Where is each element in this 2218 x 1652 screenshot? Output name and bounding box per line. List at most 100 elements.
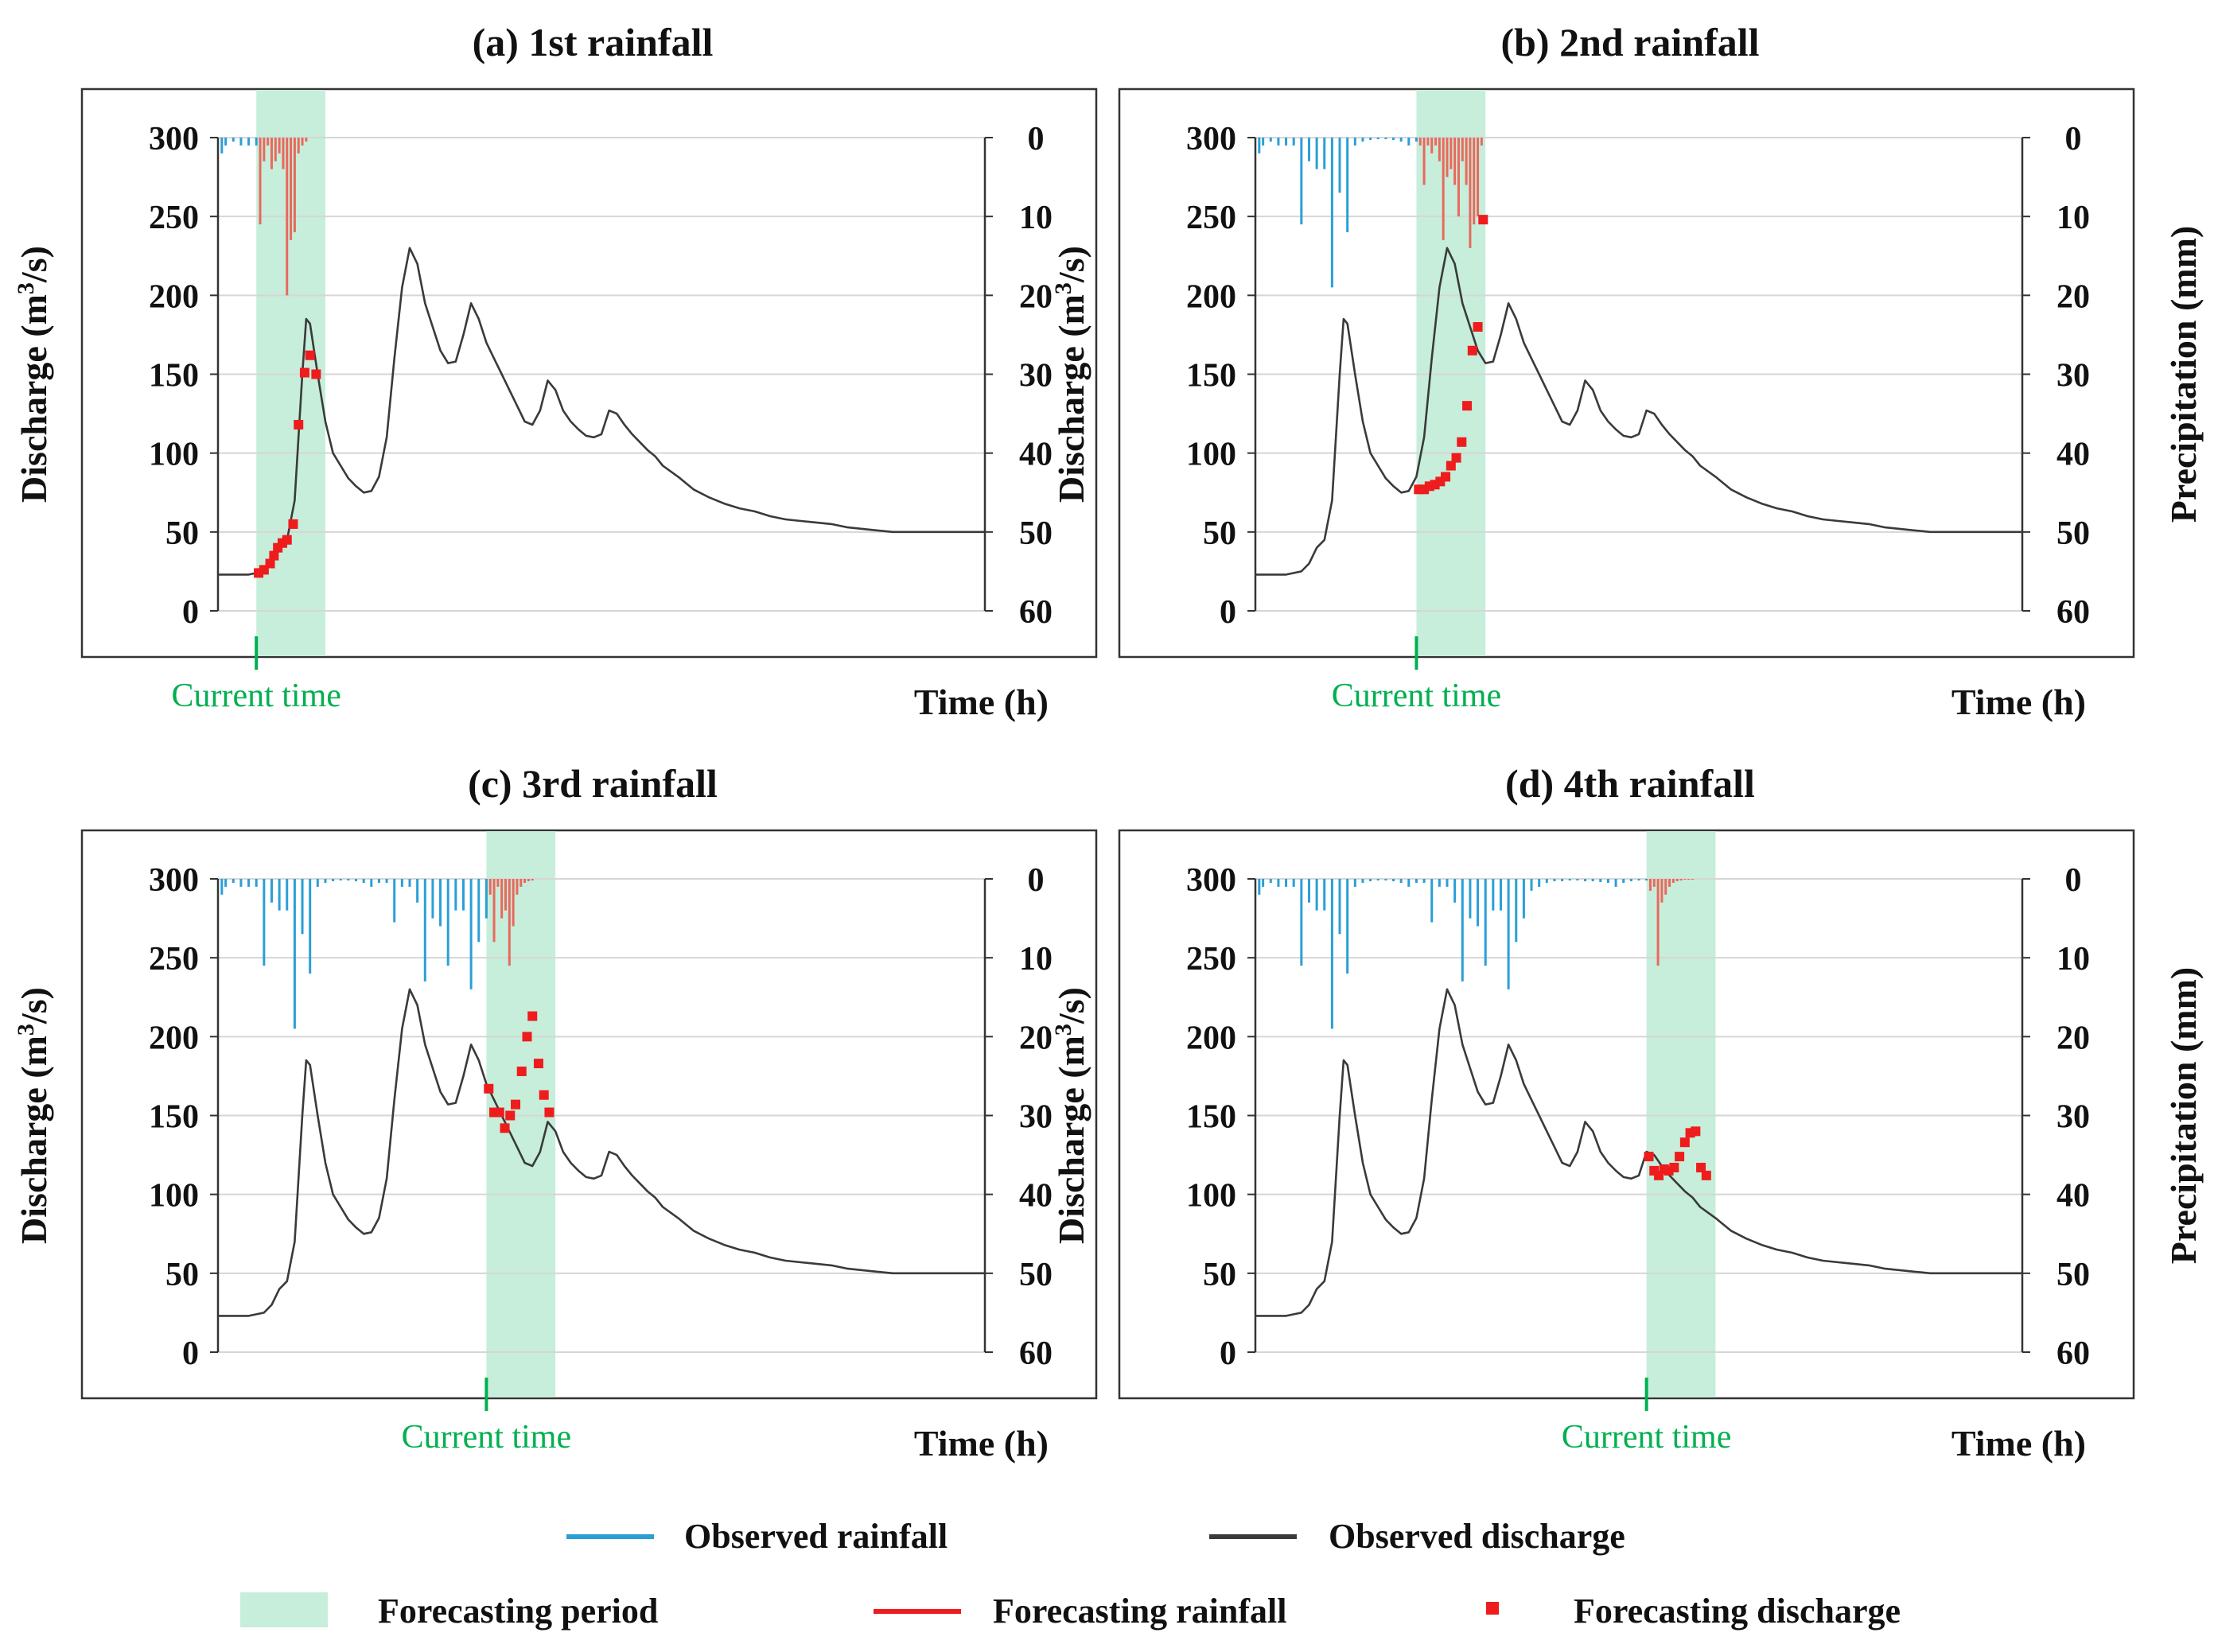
legend-forecasting-period-swatch	[240, 1592, 328, 1627]
precip-tick-label: 20	[1019, 278, 1053, 315]
forecast-discharge-point	[1679, 1137, 1690, 1148]
precip-tick-label: 60	[1019, 1335, 1053, 1372]
observed-discharge-line	[1255, 988, 2022, 1317]
precip-tick-label: 30	[1019, 1099, 1053, 1136]
forecast-discharge-point	[500, 1123, 510, 1133]
precip-tick-label: 20	[2057, 278, 2090, 315]
forecast-discharge-point	[1701, 1170, 1711, 1180]
panel-title: (d) 4th rainfall	[1505, 761, 1755, 806]
precip-tick-label: 0	[1028, 862, 1045, 899]
precip-tick-label: 0	[1028, 121, 1045, 157]
discharge-tick-label: 300	[149, 862, 199, 899]
panel-2: (b) 2nd rainfall 0 50 100 150 200 250 300 0 10 20 3…	[1050, 20, 2204, 722]
chart-frame	[1118, 829, 2135, 1400]
discharge-axis-title: Discharge (m3/s)	[1050, 246, 1091, 503]
discharge-tick-label: 200	[1186, 1020, 1236, 1056]
precip-tick-label: 10	[2057, 200, 2090, 236]
time-axis-title: Time (h)	[914, 1423, 1049, 1463]
precip-tick-label: 60	[2057, 594, 2090, 631]
precip-tick-label: 40	[1019, 1178, 1053, 1215]
time-axis-title: Time (h)	[914, 682, 1049, 722]
time-axis-title: Time (h)	[1951, 1423, 2086, 1463]
forecast-discharge-point	[1696, 1162, 1706, 1172]
forecast-discharge-point	[505, 1110, 516, 1121]
discharge-tick-label: 200	[149, 278, 199, 315]
discharge-tick-label: 0	[182, 594, 199, 631]
observed-discharge-line	[218, 247, 985, 576]
legend-observed-discharge-label: Observed discharge	[1329, 1517, 1625, 1556]
forecast-discharge-point	[533, 1059, 543, 1069]
discharge-axis-title-main: Discharge (m	[1051, 294, 1091, 503]
precip-tick-label: 40	[1019, 437, 1053, 473]
forecast-discharge-point	[1473, 322, 1483, 332]
discharge-axis-title-main: Discharge (m	[14, 1036, 54, 1244]
panel-title: (c) 3rd rainfall	[468, 761, 718, 806]
forecast-discharge-point	[288, 519, 298, 529]
discharge-axis-title-end: /s)	[14, 246, 54, 283]
chart-frame	[80, 87, 1098, 659]
discharge-tick-label: 50	[165, 515, 199, 552]
precip-tick-label: 50	[2057, 515, 2090, 552]
precip-tick-label: 10	[2057, 941, 2090, 978]
discharge-axis-title: Discharge (m3/s)	[13, 246, 54, 503]
discharge-tick-label: 300	[1186, 121, 1236, 157]
discharge-tick-label: 50	[1203, 515, 1236, 552]
precip-axis-title: Precipitation (mm)	[2163, 226, 2204, 523]
forecast-discharge-point	[1478, 215, 1488, 225]
legend: Observed rainfall Observed discharge For…	[240, 1517, 1901, 1631]
precip-tick-label: 10	[1019, 941, 1053, 978]
discharge-axis-title-end: /s)	[1051, 987, 1091, 1024]
discharge-axis-title-end: /s)	[1051, 246, 1091, 283]
observed-discharge-line	[218, 988, 985, 1317]
precip-tick-label: 50	[2057, 1257, 2090, 1293]
discharge-tick-label: 0	[182, 1335, 199, 1372]
discharge-tick-label: 100	[149, 437, 199, 473]
current-time-label: Current time	[1332, 678, 1501, 714]
discharge-tick-label: 0	[1220, 1335, 1236, 1372]
precip-tick-label: 10	[1019, 200, 1053, 236]
forecast-discharge-point	[311, 369, 321, 379]
current-time-label: Current time	[171, 678, 340, 714]
precip-tick-label: 60	[2057, 1335, 2090, 1372]
legend-observed-rainfall-label: Observed rainfall	[684, 1517, 948, 1556]
forecast-discharge-point	[1467, 345, 1477, 356]
forecast-discharge-point	[1675, 1152, 1685, 1162]
precip-tick-label: 50	[1019, 515, 1053, 552]
current-time-label: Current time	[402, 1419, 571, 1456]
forecast-discharge-point	[484, 1083, 494, 1094]
discharge-axis-title: Discharge (m3/s)	[13, 987, 54, 1244]
forecast-discharge-point	[1457, 437, 1467, 447]
forecast-discharge-point	[516, 1066, 527, 1076]
precip-tick-label: 40	[2057, 437, 2090, 473]
discharge-tick-label: 150	[1186, 358, 1236, 395]
forecast-discharge-point	[282, 534, 292, 545]
panel-title: (a) 1st rainfall	[473, 20, 714, 64]
forecast-discharge-point	[1644, 1152, 1654, 1162]
precip-tick-label: 30	[1019, 358, 1053, 395]
discharge-tick-label: 100	[1186, 1178, 1236, 1215]
legend-forecasting-discharge-label: Forecasting discharge	[1574, 1592, 1901, 1631]
precip-tick-label: 0	[2065, 862, 2082, 899]
forecast-discharge-point	[494, 1107, 504, 1118]
discharge-tick-label: 250	[149, 200, 199, 236]
discharge-tick-label: 50	[1203, 1257, 1236, 1293]
discharge-axis-title-sup: 3	[1050, 1024, 1076, 1036]
discharge-axis-title-end: /s)	[14, 987, 54, 1024]
observed-discharge-line	[1255, 247, 2022, 576]
panel-title: (b) 2nd rainfall	[1500, 20, 1759, 64]
discharge-axis-title-main: Discharge (m	[14, 294, 54, 503]
forecast-discharge-point	[544, 1107, 554, 1118]
precip-tick-label: 20	[1019, 1020, 1053, 1056]
discharge-axis-title: Discharge (m3/s)	[1050, 987, 1091, 1244]
discharge-axis-title-sup: 3	[13, 282, 39, 294]
discharge-tick-label: 150	[1186, 1099, 1236, 1136]
chart-frame	[1118, 87, 2135, 659]
discharge-tick-label: 50	[165, 1257, 199, 1293]
current-time-label: Current time	[1562, 1419, 1731, 1456]
discharge-tick-label: 100	[1186, 437, 1236, 473]
discharge-tick-label: 300	[1186, 862, 1236, 899]
